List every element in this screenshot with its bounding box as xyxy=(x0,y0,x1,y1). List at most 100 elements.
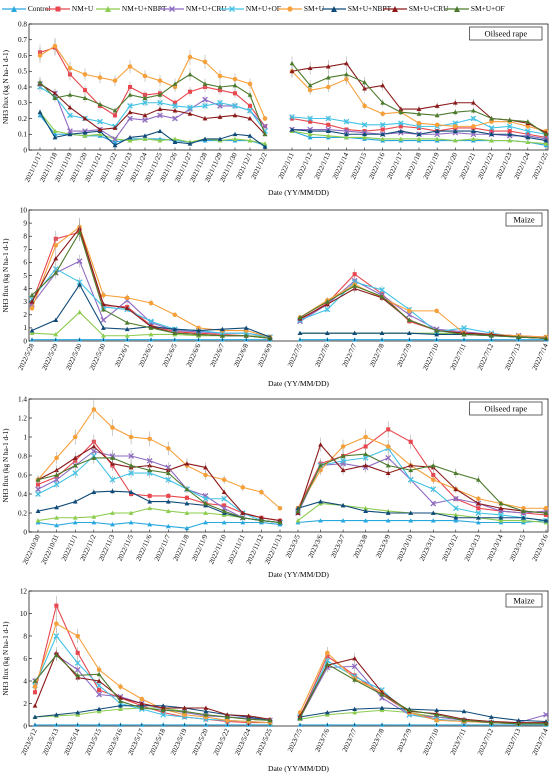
data-point xyxy=(75,633,81,639)
y-tick-label: 8 xyxy=(23,233,27,241)
data-point xyxy=(379,287,385,293)
data-point xyxy=(72,463,78,468)
x-tick-label: 2023/7/8 xyxy=(368,727,386,753)
data-point xyxy=(139,703,145,708)
data-point xyxy=(430,463,436,468)
data-point xyxy=(196,328,201,333)
data-point xyxy=(498,505,504,511)
crop-label: Oilseed rape xyxy=(484,29,527,39)
x-tick-label: 2023/3/15 xyxy=(508,533,527,563)
data-point xyxy=(124,326,130,332)
data-point xyxy=(289,68,295,74)
y-tick-label: 1.2 xyxy=(18,414,27,422)
data-point xyxy=(543,141,549,146)
y-tick-label: 0 xyxy=(23,146,27,154)
data-point xyxy=(525,139,531,145)
data-point xyxy=(362,129,367,134)
legend-item-nm-u-nbpt: NM+U+NBPT xyxy=(96,4,166,14)
series-line xyxy=(39,115,266,146)
data-point xyxy=(91,514,97,519)
data-point xyxy=(53,633,60,639)
series-nm-u-cru xyxy=(35,444,283,526)
data-point xyxy=(340,467,346,473)
data-point xyxy=(379,707,385,713)
series-sm-u-of xyxy=(297,659,549,726)
data-point xyxy=(224,712,230,717)
data-point xyxy=(452,138,458,143)
data-point xyxy=(202,103,208,109)
data-point xyxy=(430,510,436,515)
data-point xyxy=(128,453,134,459)
series-nm-u-nbpt xyxy=(289,128,549,146)
x-tick-label: 2023/5/25 xyxy=(255,727,274,757)
data-point xyxy=(240,510,246,515)
data-point xyxy=(67,92,73,97)
data-point xyxy=(362,103,367,109)
data-point xyxy=(53,481,60,488)
plot-frame xyxy=(28,398,549,533)
data-point xyxy=(96,708,102,714)
data-point xyxy=(307,131,313,137)
data-point xyxy=(128,520,134,525)
y-tick-label: 0.7 xyxy=(18,36,27,44)
series-line xyxy=(39,83,266,135)
data-point xyxy=(72,520,78,525)
series-nm-u xyxy=(297,268,549,340)
data-point xyxy=(74,666,81,673)
data-point xyxy=(352,283,358,288)
data-point xyxy=(498,512,504,518)
x-tick-label: 2023/7/6 xyxy=(313,727,331,753)
y-tick-label: 0.4 xyxy=(18,490,27,498)
data-point xyxy=(289,127,295,132)
data-point xyxy=(101,325,106,330)
data-point xyxy=(232,103,238,109)
x-tick-label: 2023/3/6 xyxy=(307,533,325,559)
y-tick-label: 3 xyxy=(23,298,27,306)
data-point xyxy=(325,115,332,122)
x-tick-label: 2022/7/6 xyxy=(313,342,331,368)
data-point xyxy=(240,520,246,525)
x-tick-label: 2022/10/31 xyxy=(40,533,61,566)
data-point xyxy=(128,434,134,440)
series-line xyxy=(37,455,281,524)
x-tick-label: 2023/7/10 xyxy=(421,727,440,757)
data-point xyxy=(380,111,385,117)
x-tick-label: 2022/7/14 xyxy=(531,342,550,372)
data-point xyxy=(67,105,73,110)
series-line xyxy=(39,111,266,145)
data-point xyxy=(289,114,295,120)
data-point xyxy=(262,144,268,149)
data-point xyxy=(96,678,102,683)
data-point xyxy=(112,78,118,83)
data-point xyxy=(82,116,88,121)
data-point xyxy=(262,116,268,121)
data-point xyxy=(295,518,301,523)
data-point xyxy=(352,677,358,682)
y-tick-label: 2 xyxy=(23,700,27,708)
series-nm-u-of xyxy=(297,277,549,342)
crop-label: Maize xyxy=(513,596,534,606)
data-point xyxy=(53,652,59,658)
x-tick-label: 2022/7/12 xyxy=(476,342,495,372)
data-point xyxy=(471,124,476,129)
data-point xyxy=(157,92,163,97)
x-tick-label: 2022/1/15 xyxy=(349,151,368,181)
series-sm-u-of xyxy=(289,56,549,137)
data-point xyxy=(247,103,253,108)
data-point xyxy=(128,470,134,476)
y-tick-label: 0.6 xyxy=(18,471,27,479)
data-point xyxy=(240,515,246,520)
data-point xyxy=(67,128,73,134)
x-tick-label: 2023/5/17 xyxy=(126,727,145,757)
data-point xyxy=(452,109,458,115)
y-tick-label: 6 xyxy=(23,259,27,267)
data-point xyxy=(398,109,404,115)
data-point xyxy=(362,86,367,91)
x-tick-label: 2023/5/24 xyxy=(233,727,252,757)
data-point xyxy=(75,650,80,655)
data-point xyxy=(543,711,549,718)
data-point xyxy=(217,136,223,141)
data-point xyxy=(203,510,208,515)
data-point xyxy=(488,714,494,719)
legend-item-nm-u-cru: NM+U+CRU xyxy=(160,4,227,14)
